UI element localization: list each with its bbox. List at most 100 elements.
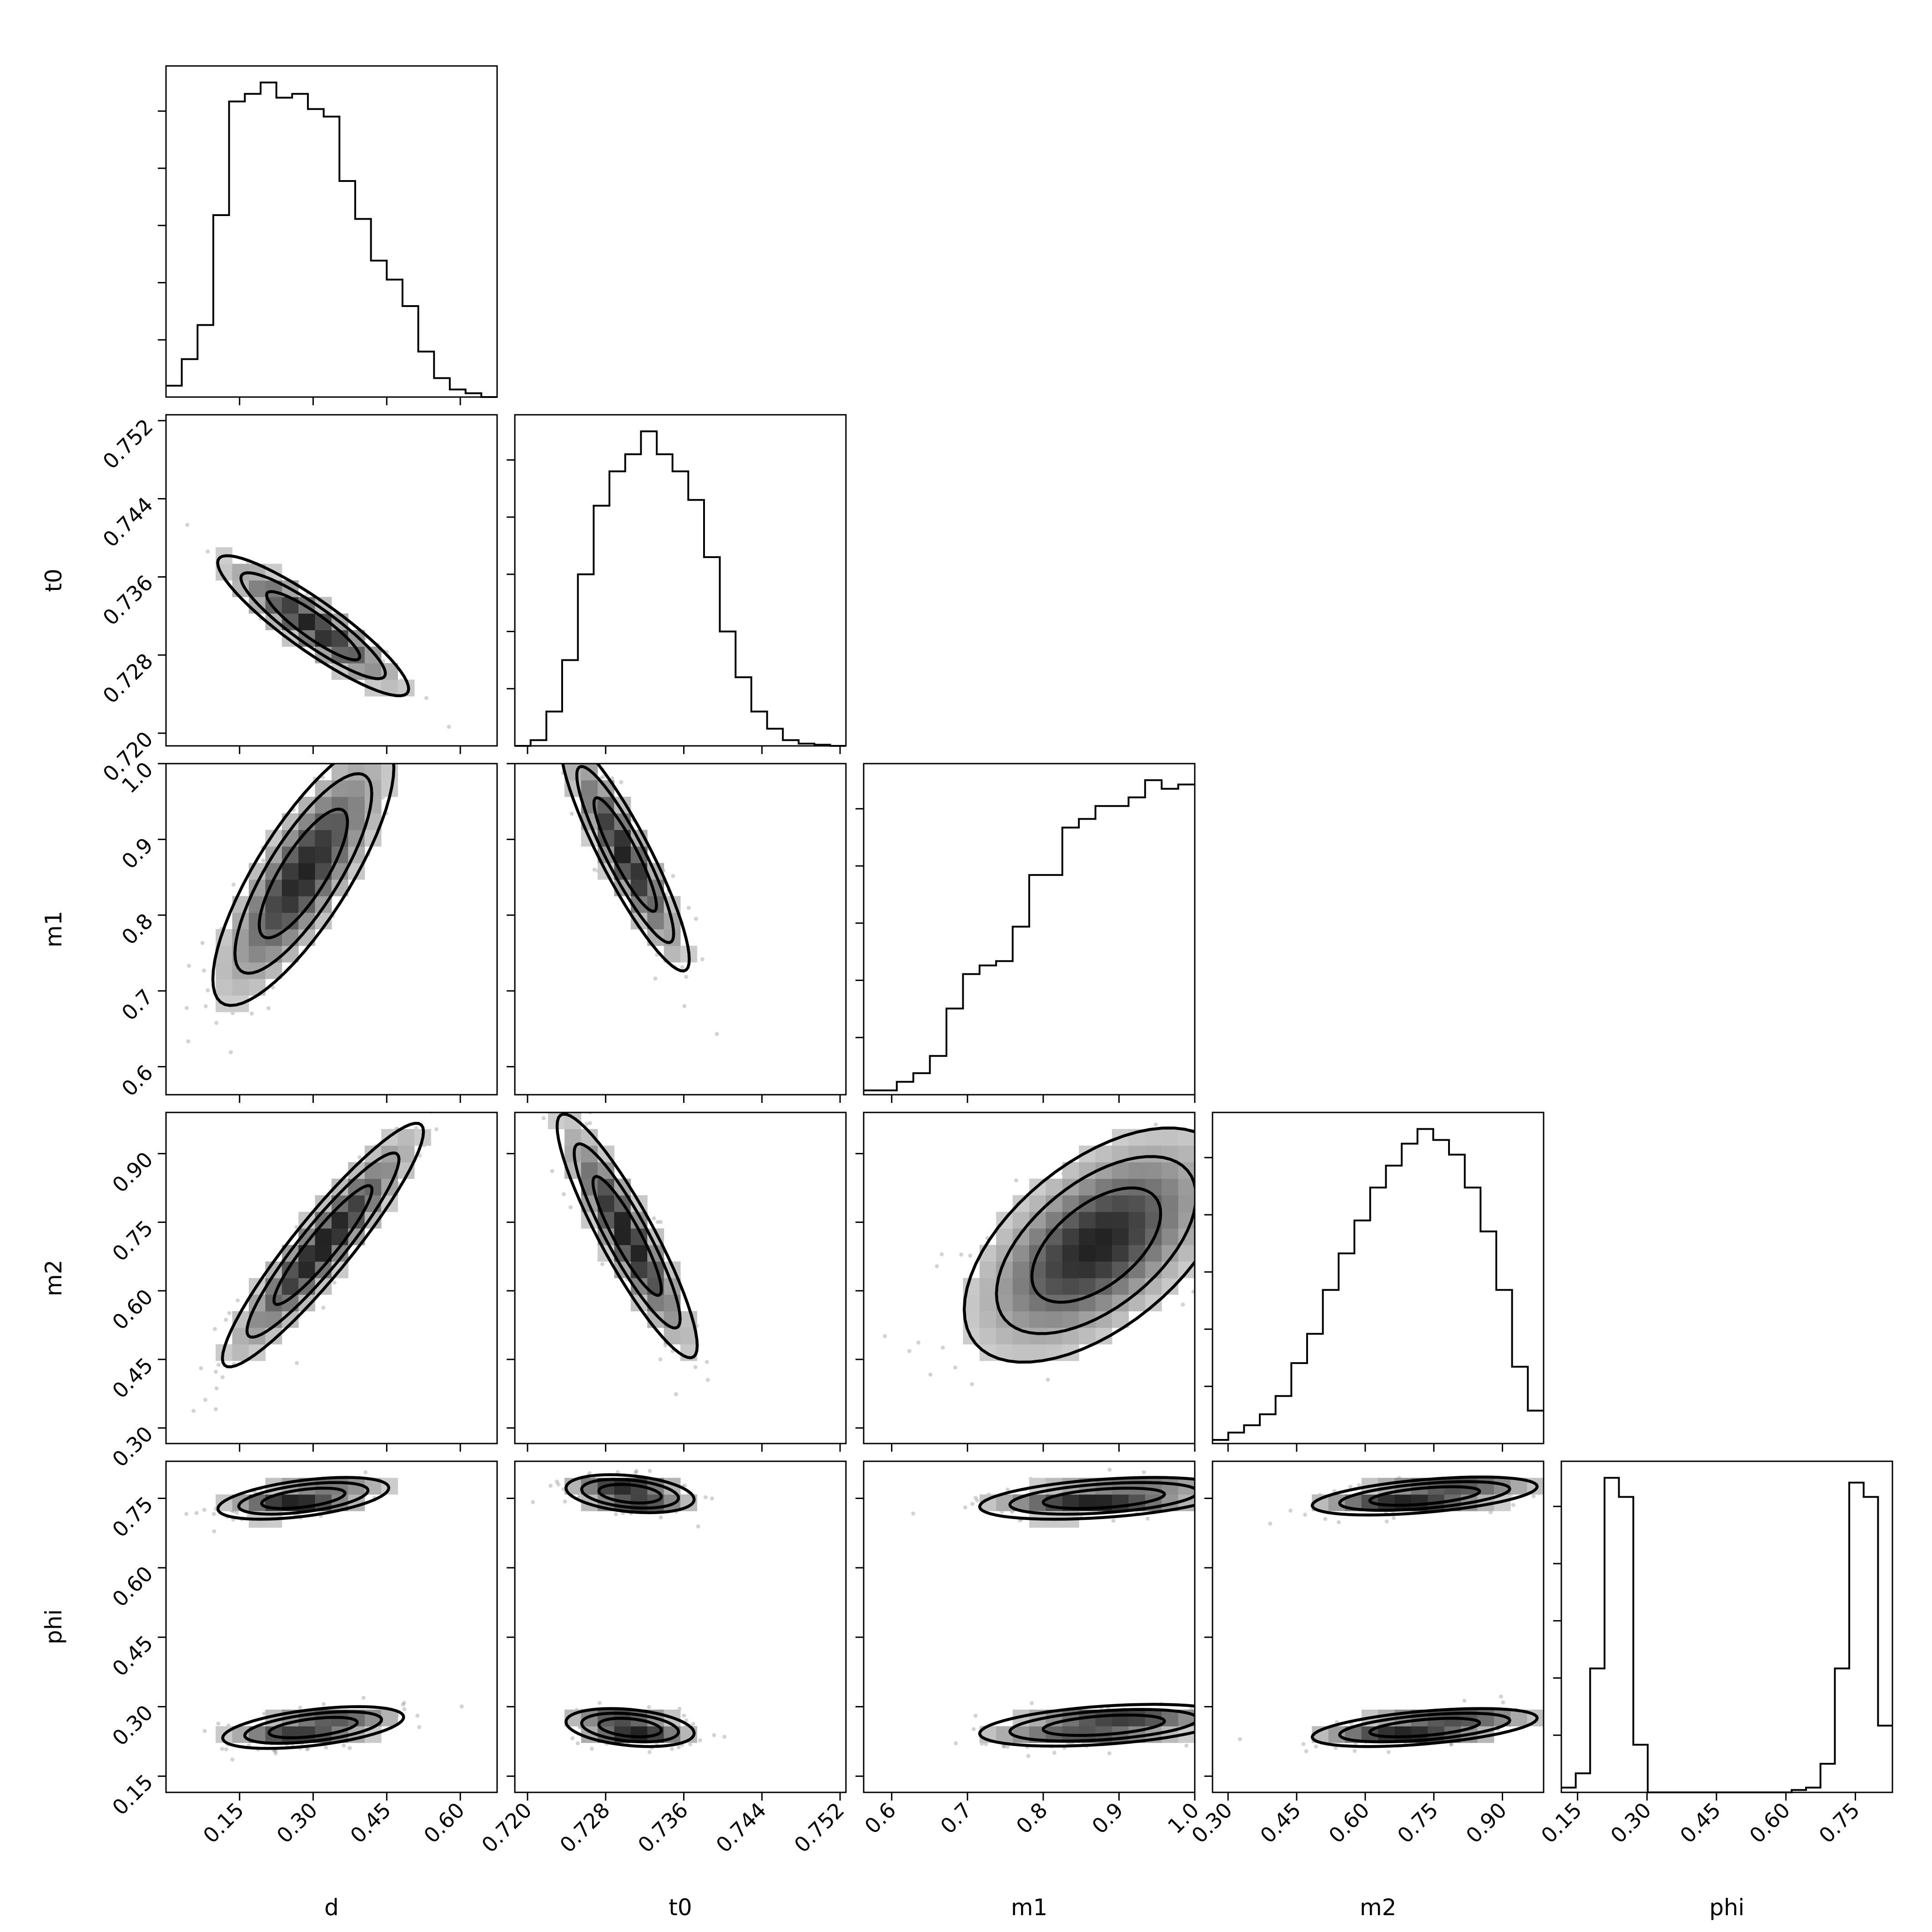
xtick-label-t0: 0.752 — [790, 1798, 849, 1857]
xtick-label-m2: 0.90 — [1461, 1798, 1512, 1848]
ytick-label-t0: 0.728 — [98, 649, 157, 708]
panel-frame — [514, 1112, 847, 1444]
contour-line — [267, 1716, 359, 1740]
contour-line — [597, 1483, 663, 1504]
panel-background — [1561, 1461, 1892, 1792]
panel-frame — [1560, 1460, 1893, 1793]
histogram-m1 — [855, 763, 1196, 1096]
panel-t0-m1 — [514, 763, 847, 1096]
contour-line — [1041, 1486, 1166, 1510]
contour-line — [1310, 1707, 1539, 1748]
contour-line — [239, 571, 387, 680]
contour-line — [978, 1476, 1195, 1521]
ytick-label-m1: 0.9 — [117, 833, 158, 874]
contour-line — [1368, 1716, 1481, 1739]
xtick-label-phi: 0.75 — [1814, 1798, 1865, 1848]
panel-d-m1 — [165, 763, 498, 1096]
xtick-label-phi: 0.45 — [1675, 1798, 1726, 1848]
histogram-step-m2 — [1213, 1128, 1544, 1441]
contour-line — [1338, 1480, 1512, 1512]
panel-frame — [1212, 1112, 1545, 1444]
histogram-m2 — [1204, 1112, 1545, 1444]
yaxis-label-m1: m1 — [40, 911, 67, 948]
contour-line — [555, 1112, 699, 1359]
panel-m2-phi — [1212, 1460, 1545, 1793]
xtick-label-m1: 0.8 — [1011, 1798, 1052, 1839]
ytick-label-m2: 0.45 — [107, 1353, 158, 1404]
contour-line — [962, 1126, 1195, 1364]
panel-frame — [165, 1460, 498, 1793]
contour-line — [260, 1486, 347, 1510]
xaxis-label-t0: t0 — [669, 1894, 692, 1921]
contour-line — [237, 1481, 370, 1516]
xaxis-label-d: d — [324, 1894, 339, 1921]
ytick-label-t0: 0.744 — [98, 492, 157, 552]
contour-line — [561, 764, 691, 973]
contour-line — [1041, 1713, 1166, 1737]
panel-d-m2 — [165, 1112, 498, 1444]
ytick-label-phi: 0.15 — [107, 1770, 158, 1820]
contour-line — [564, 1473, 696, 1514]
xtick-label-d: 0.30 — [272, 1798, 322, 1848]
panel-background — [1213, 1112, 1544, 1444]
histogram-phi — [1553, 1460, 1893, 1793]
contour-line — [272, 1184, 374, 1306]
ytick-label-m1: 0.7 — [117, 984, 158, 1025]
ytick-label-t0: 0.736 — [98, 570, 157, 630]
panel-frame — [863, 1460, 1196, 1793]
contour-line — [221, 1705, 405, 1750]
panel-t0-m2 — [514, 1112, 847, 1444]
panel-frame — [165, 414, 498, 747]
contour-line — [564, 1707, 696, 1748]
xtick-label-t0: 0.744 — [711, 1798, 771, 1857]
panel-background — [515, 415, 846, 746]
xtick-label-m2: 0.45 — [1255, 1798, 1306, 1848]
ytick-label-m1: 0.8 — [117, 909, 158, 950]
contour-line — [1310, 1475, 1539, 1517]
contour-line — [1008, 1481, 1195, 1516]
xtick-label-d: 0.15 — [198, 1798, 249, 1848]
contour-line — [265, 590, 362, 662]
ytick-label-m1: 0.6 — [117, 1060, 158, 1101]
histogram-t0 — [507, 414, 847, 747]
ytick-label-t0: 0.752 — [98, 414, 157, 473]
panel-m1-phi — [863, 1460, 1196, 1793]
xtick-label-t0: 0.736 — [633, 1798, 693, 1857]
contour-line — [221, 1122, 425, 1368]
xtick-label-d: 0.45 — [346, 1798, 396, 1848]
contour-line — [257, 807, 349, 940]
panel-frame — [863, 1112, 1196, 1444]
panel-frame — [165, 763, 498, 1096]
xtick-label-phi: 0.15 — [1536, 1798, 1587, 1848]
contour-line — [216, 554, 410, 698]
panel-m1-m2 — [863, 1112, 1196, 1444]
panel-frame — [165, 1112, 498, 1444]
contour-line — [211, 764, 396, 1007]
panel-d-t0 — [165, 414, 498, 747]
contour-line — [245, 1151, 401, 1339]
ytick-label-m2: 0.90 — [107, 1147, 158, 1197]
contour-line — [573, 1142, 682, 1330]
ytick-label-m2: 0.75 — [107, 1216, 158, 1266]
ytick-label-m2: 0.60 — [107, 1284, 158, 1335]
histogram-step-m1 — [864, 779, 1195, 1092]
yaxis-label-phi: phi — [40, 1609, 67, 1644]
contour-line — [233, 772, 373, 975]
xtick-label-m2: 0.30 — [1187, 1798, 1237, 1848]
contour-line — [575, 765, 675, 944]
xtick-label-m1: 0.7 — [936, 1798, 976, 1839]
xtick-label-phi: 0.30 — [1606, 1798, 1656, 1848]
panel-t0-phi — [514, 1460, 847, 1793]
yaxis-label-m2: m2 — [40, 1260, 67, 1297]
xtick-label-t0: 0.720 — [477, 1798, 536, 1857]
contour-line — [592, 796, 658, 913]
contour-line — [995, 1155, 1195, 1335]
contour-line — [216, 1476, 391, 1521]
xtick-label-m2: 0.75 — [1393, 1798, 1443, 1848]
xtick-label-m1: 0.9 — [1087, 1798, 1128, 1839]
panel-background — [166, 66, 497, 397]
xaxis-label-phi: phi — [1709, 1894, 1744, 1921]
contour-line — [1338, 1711, 1512, 1744]
panel-frame — [165, 65, 498, 398]
